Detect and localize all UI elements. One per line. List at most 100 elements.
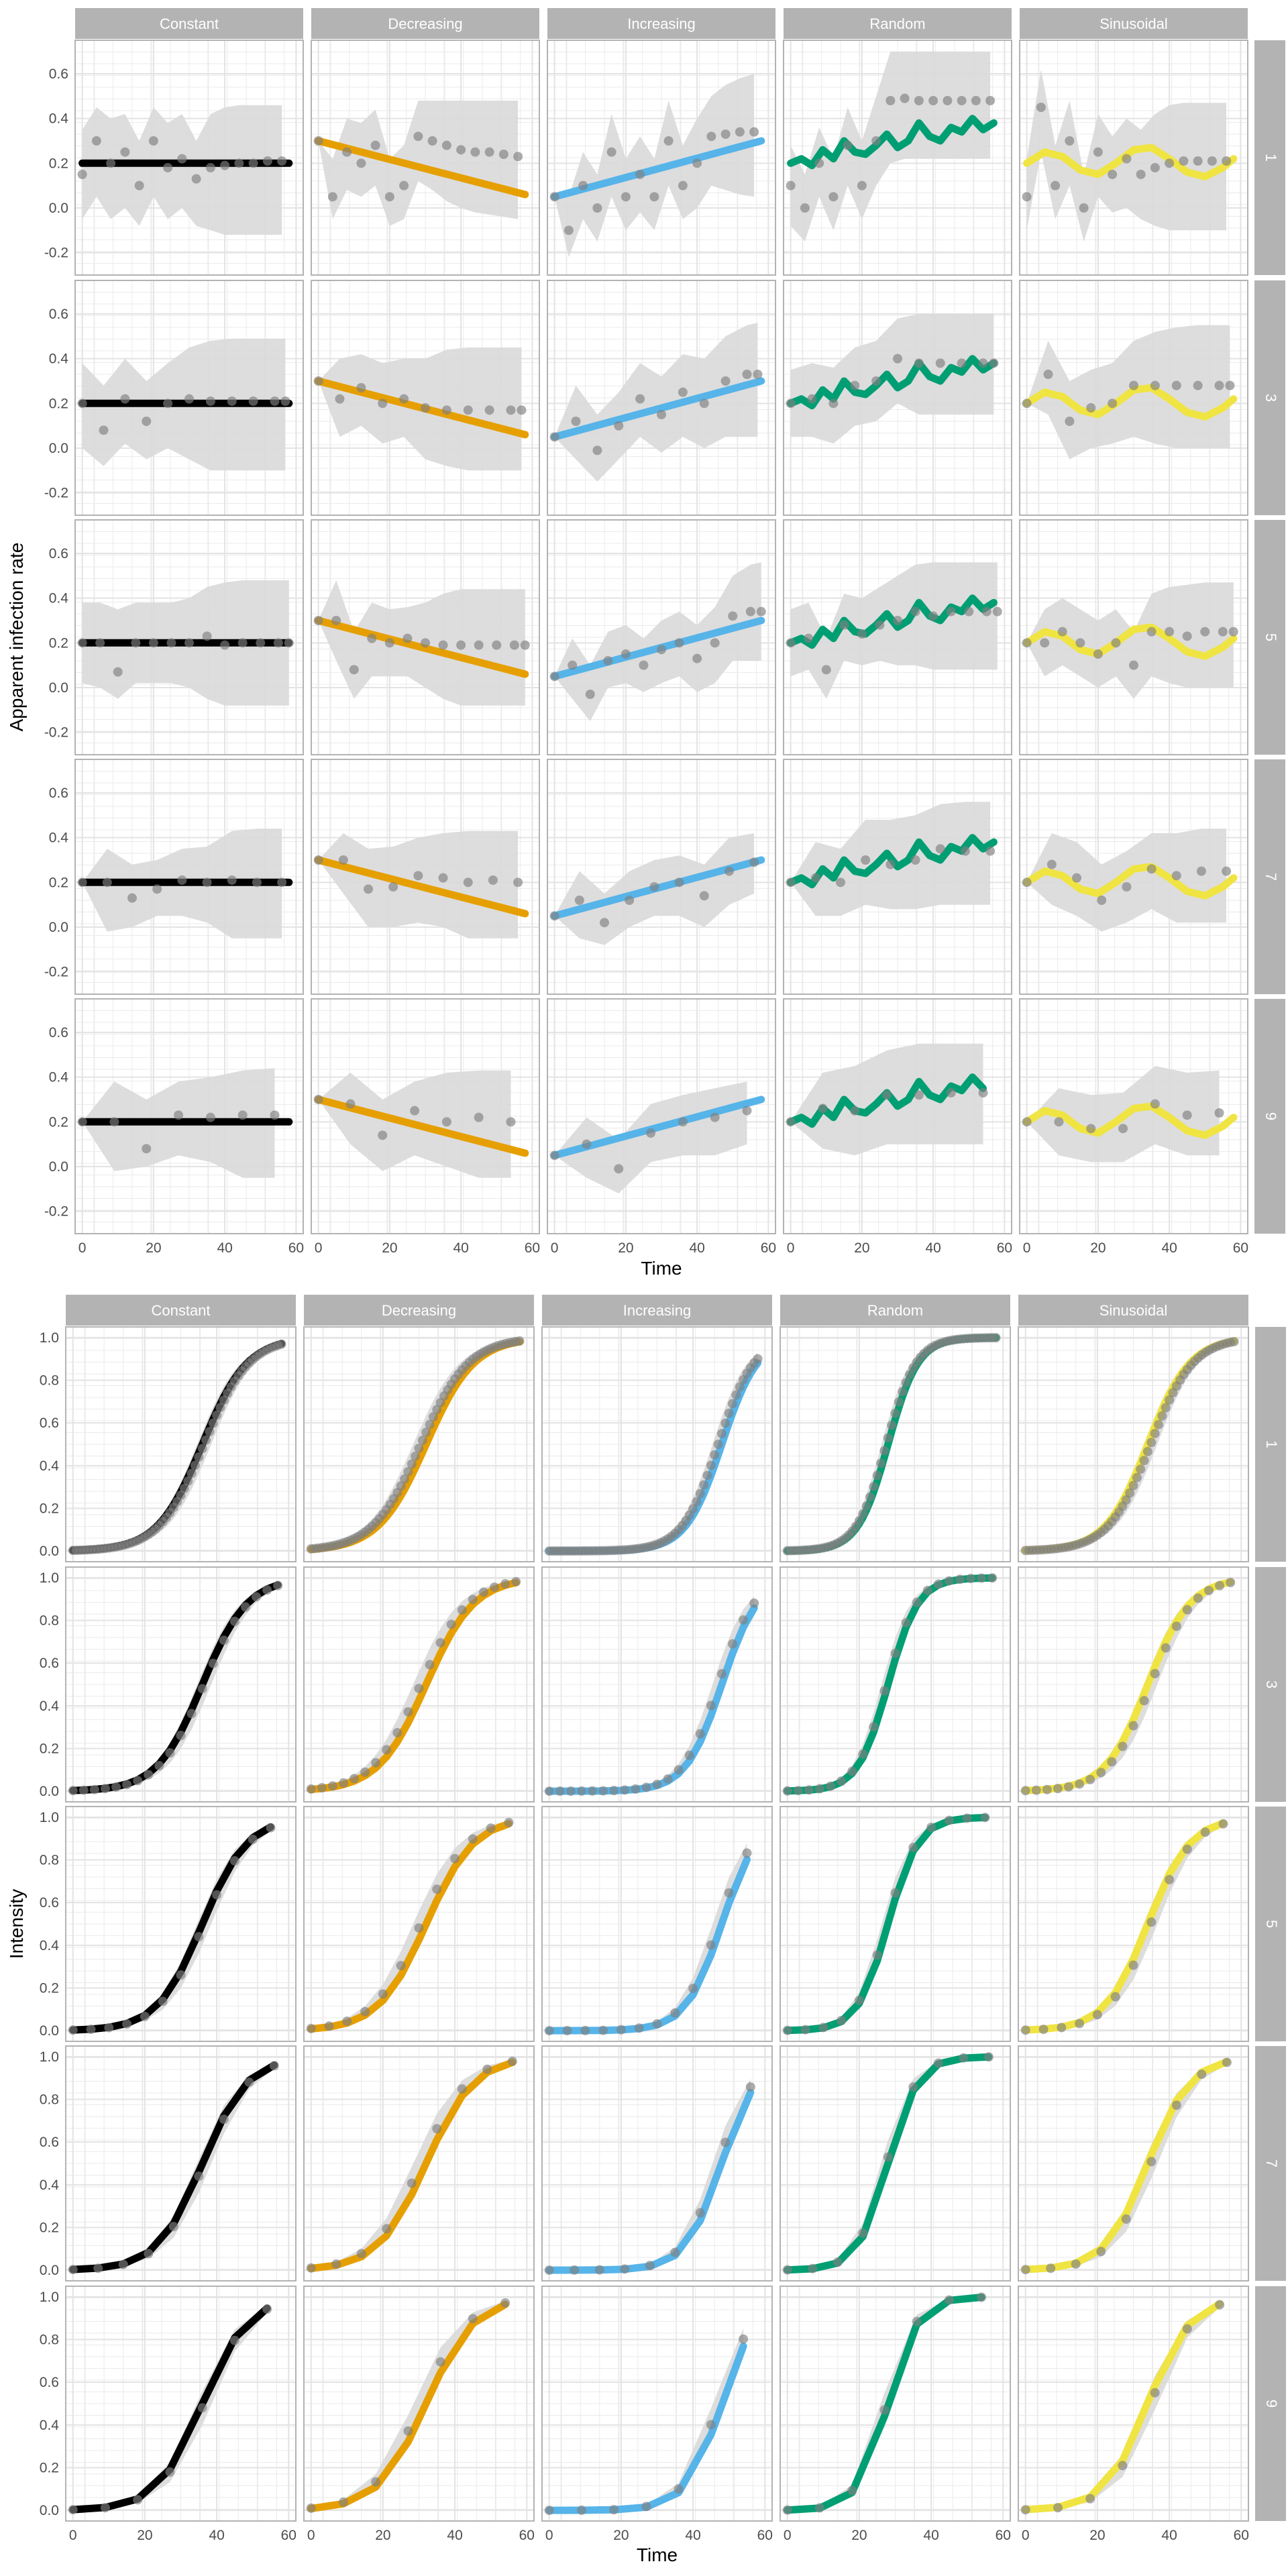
observed-point <box>720 1418 731 1428</box>
estimate-point <box>568 660 578 670</box>
estimate-point <box>742 370 752 379</box>
observed-point <box>861 1501 871 1511</box>
y-tick-label: 0.0 <box>49 201 68 216</box>
estimate-point <box>749 857 759 867</box>
observed-point <box>100 2503 110 2513</box>
estimate-point <box>378 1130 388 1140</box>
panel-random-7 <box>780 2045 1011 2282</box>
estimate-point <box>985 96 996 105</box>
estimate-point <box>828 398 839 409</box>
estimate-point <box>456 145 466 155</box>
y-axis-title: Intensity <box>6 1889 27 1959</box>
panel-border <box>1018 1806 1249 2042</box>
panel-border <box>1019 40 1248 276</box>
y-tick-label: 0.2 <box>49 875 68 890</box>
x-tick-label: 40 <box>209 2528 224 2543</box>
facet-strip-random <box>784 8 1012 39</box>
true-intensity-curve <box>307 2058 517 2272</box>
observed-point <box>616 2025 626 2035</box>
estimate-point <box>646 1128 656 1138</box>
y-tick-label: 0.8 <box>40 1853 59 1868</box>
estimate-point <box>574 896 584 905</box>
estimate-point <box>234 158 244 168</box>
observed-point <box>544 2506 554 2516</box>
observed-point <box>179 1483 189 1493</box>
observed-point <box>396 1481 406 1491</box>
x-tick-label: 0 <box>78 1240 87 1256</box>
x-tick-label: 40 <box>923 2528 938 2543</box>
observed-point <box>966 1574 976 1584</box>
observed-point <box>710 1450 720 1460</box>
estimate-point <box>571 417 581 426</box>
observed-point <box>306 2263 316 2273</box>
estimate-point <box>1093 147 1103 157</box>
observed-point <box>826 1781 836 1791</box>
facet-strip-label: Random <box>867 1302 923 1319</box>
estimate-point <box>509 640 519 650</box>
observed-point <box>1197 2070 1207 2080</box>
observed-point <box>1139 1696 1149 1706</box>
y-tick-label: 0.6 <box>40 2375 59 2390</box>
estimate-point <box>928 611 938 621</box>
observed-point <box>713 1440 723 1449</box>
row-strip-label: 1 <box>1263 154 1279 162</box>
panel-random-1 <box>783 40 1012 276</box>
panel-sinusoidal-9 <box>1019 998 1248 1234</box>
estimate-point <box>106 158 116 168</box>
y-tick-label: 0.2 <box>49 156 68 171</box>
estimate-point <box>421 638 430 648</box>
estimate-point <box>720 129 731 139</box>
observed-point <box>457 2084 467 2094</box>
estimate-point <box>277 156 287 166</box>
estimate-point <box>1228 627 1238 637</box>
panel-border <box>1019 998 1248 1234</box>
estimate-point <box>900 93 910 103</box>
estimate-point <box>142 1144 152 1154</box>
estimate-point <box>1207 156 1217 166</box>
observed-point <box>1096 2247 1106 2257</box>
x-tick-label: 40 <box>689 1240 704 1256</box>
y-tick-label: 0.4 <box>40 2418 60 2433</box>
observed-point <box>728 1399 738 1409</box>
observed-point <box>504 1817 514 1827</box>
estimate-point <box>335 394 345 404</box>
observed-point <box>1053 2503 1063 2513</box>
estimate-point <box>384 192 394 202</box>
y-tick-label: 1.0 <box>40 1810 59 1825</box>
observed-point <box>208 1418 218 1428</box>
infection-rate-faceted-chart: Constant Decreasing Increasing Random Sinuso… <box>6 8 1285 1279</box>
true-rate-line <box>315 616 529 678</box>
observed-point <box>695 2208 705 2218</box>
x-tick-label: 60 <box>288 1240 304 1256</box>
x-tick-label: 0 <box>784 2528 792 2543</box>
panel-sinusoidal-3 <box>1019 280 1248 516</box>
x-axis-title: Time <box>637 2544 678 2565</box>
facet-strip-constant <box>66 1295 296 1326</box>
observed-point <box>68 2505 78 2515</box>
y-tick-label: 0.8 <box>40 2332 59 2348</box>
observed-point <box>983 2052 994 2062</box>
panel-border <box>1018 2045 1249 2282</box>
estimate-point <box>1165 158 1175 168</box>
panel-border <box>74 280 304 516</box>
estimate-point <box>470 147 480 157</box>
panel-border <box>783 998 1012 1234</box>
estimate-point <box>885 96 896 105</box>
estimate-point <box>1043 370 1053 379</box>
observed-point <box>716 1669 727 1679</box>
estimate-point <box>928 96 938 105</box>
observed-point <box>808 2263 818 2273</box>
observed-point <box>122 2019 132 2029</box>
observed-point <box>331 2259 341 2269</box>
observed-point <box>414 1923 424 1933</box>
observed-point <box>987 1573 998 1583</box>
estimate-point <box>1086 1124 1096 1134</box>
panel-border <box>65 1806 297 2042</box>
observed-point <box>1128 1721 1138 1731</box>
estimate-point <box>364 884 373 894</box>
observed-point <box>847 1766 857 1776</box>
x-tick-label: 20 <box>1089 2528 1105 2543</box>
observed-point <box>847 2485 857 2496</box>
confidence-ribbon <box>311 1340 520 1550</box>
observed-point <box>695 1489 705 1499</box>
